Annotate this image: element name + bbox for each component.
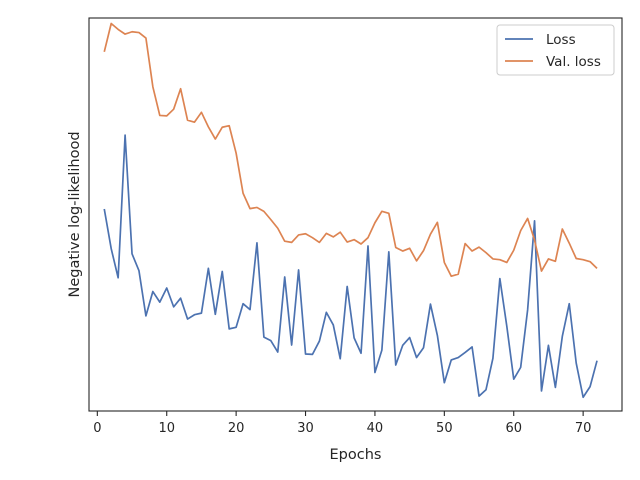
x-tick-label: 70 xyxy=(575,421,592,436)
plot-frame xyxy=(88,17,623,412)
x-tick-label: 60 xyxy=(505,421,522,436)
x-tick-label: 50 xyxy=(436,421,453,436)
series-line-loss xyxy=(103,134,598,399)
x-tick-label: 40 xyxy=(367,421,384,436)
legend-label-loss: Loss xyxy=(546,32,576,48)
legend: Loss Val. loss xyxy=(496,24,615,76)
legend-box xyxy=(496,24,615,76)
series-layer xyxy=(103,22,598,399)
legend-label-val-loss: Val. loss xyxy=(546,54,601,70)
y-axis-title: Negative log-likelihood xyxy=(67,131,83,297)
plot-area xyxy=(89,18,622,411)
x-tick-label: 20 xyxy=(228,421,245,436)
x-axis-title: Epochs xyxy=(330,447,382,463)
x-tick-label: 0 xyxy=(93,421,101,436)
x-tick-label: 30 xyxy=(297,421,314,436)
x-axis-ticks: 0 10 20 30 40 50 60 70 xyxy=(93,411,591,436)
x-tick-label: 10 xyxy=(158,421,175,436)
series-line-val-loss xyxy=(103,22,598,278)
